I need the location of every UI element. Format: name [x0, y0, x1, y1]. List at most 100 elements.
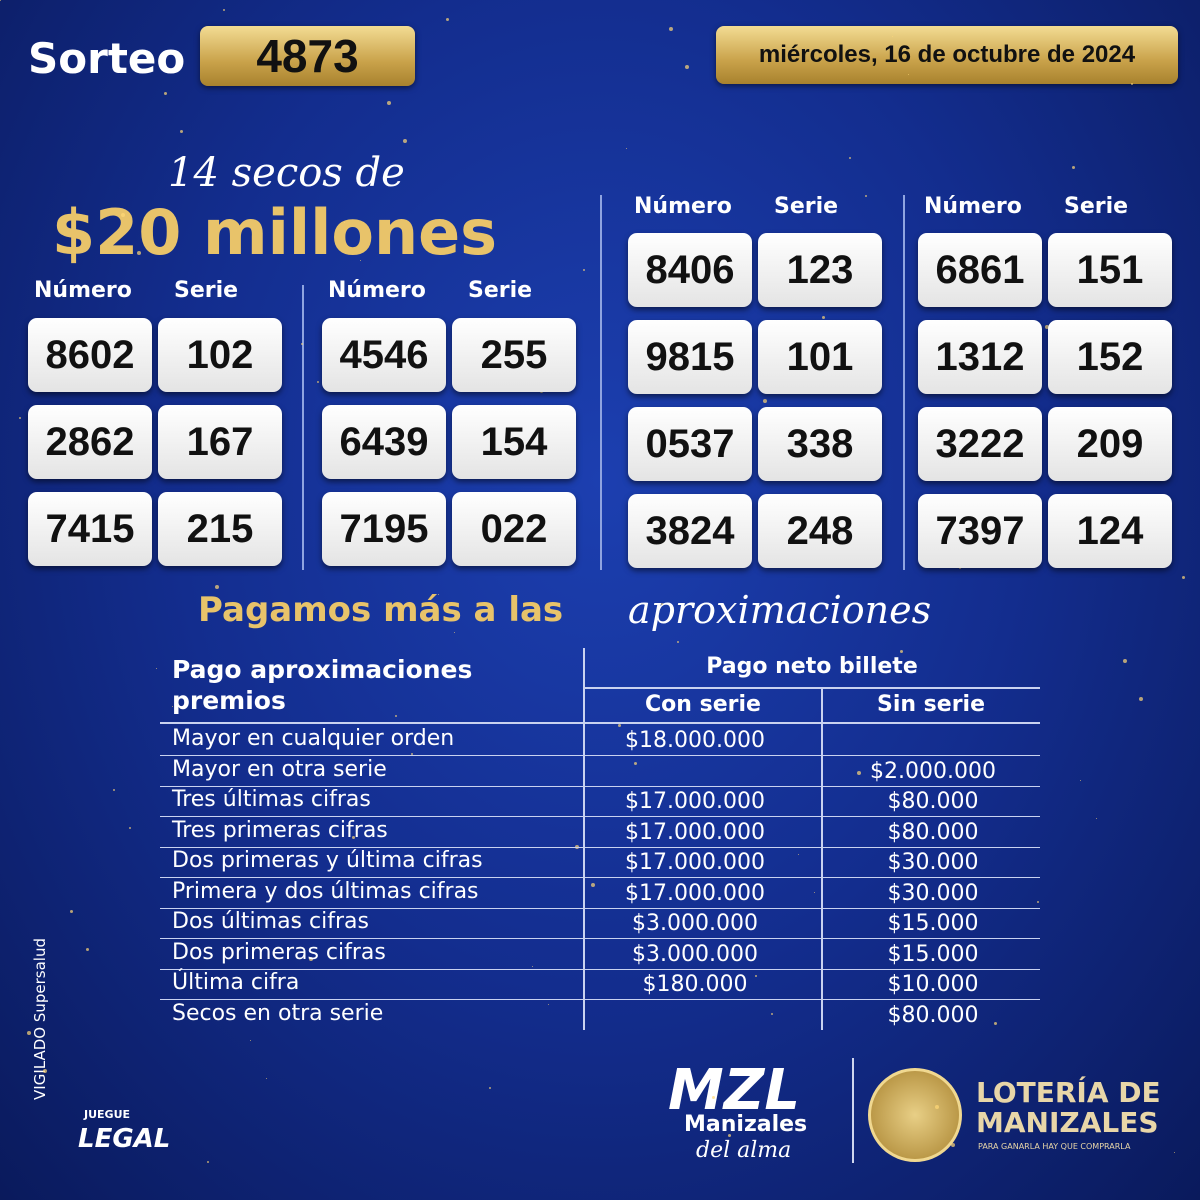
- star: [1174, 1152, 1175, 1153]
- star: [1131, 83, 1133, 85]
- star: [661, 603, 663, 605]
- row-line: [160, 755, 1040, 756]
- without-series-amount: $15.000: [887, 941, 979, 967]
- star: [164, 92, 167, 95]
- promo-amount: $20 millones: [52, 196, 498, 269]
- star: [0, 0, 1, 1]
- number-card: 2862: [28, 405, 152, 479]
- without-series-amount: $10.000: [887, 972, 979, 997]
- star: [865, 195, 867, 197]
- number-card: 9815: [628, 320, 752, 394]
- star: [798, 854, 799, 855]
- star: [172, 706, 173, 707]
- supervisor: VIGILADO Supersalud: [31, 938, 49, 1100]
- star: [1080, 780, 1081, 781]
- star: [344, 222, 345, 223]
- table-header-without: Sin serie: [876, 692, 986, 717]
- number-header: Número: [34, 278, 132, 303]
- series-card: 154: [452, 405, 576, 479]
- number-header: Número: [328, 278, 426, 303]
- star: [685, 65, 689, 69]
- star: [728, 1134, 731, 1137]
- star: [454, 632, 455, 633]
- star: [1045, 325, 1049, 329]
- with-series-amount: $18.000.000: [625, 728, 765, 753]
- star: [156, 668, 157, 669]
- star: [900, 650, 903, 653]
- star: [70, 910, 73, 913]
- star: [591, 883, 595, 887]
- star: [677, 641, 679, 643]
- star: [849, 157, 851, 159]
- star: [19, 417, 21, 419]
- star: [771, 1013, 773, 1015]
- prize-name: Dos últimas cifras: [172, 909, 369, 934]
- star: [403, 139, 407, 143]
- with-series-amount: $3.000.000: [632, 911, 758, 936]
- prize-name: Mayor en cualquier orden: [172, 726, 455, 751]
- star: [814, 892, 815, 893]
- legal-top: JUEGUE: [84, 1108, 131, 1121]
- series-card: 022: [452, 492, 576, 566]
- row-line: [160, 907, 1040, 909]
- star: [1123, 659, 1127, 663]
- row-line: [160, 968, 1040, 970]
- star: [223, 9, 225, 11]
- star: [317, 381, 319, 383]
- star: [1037, 901, 1039, 903]
- number-card: 6439: [322, 405, 446, 479]
- star: [994, 1022, 997, 1025]
- star: [1139, 697, 1143, 701]
- number-card: 3824: [628, 494, 752, 568]
- star: [446, 18, 449, 21]
- star: [301, 343, 303, 345]
- prize-name: Primera y dos últimas cifras: [172, 878, 479, 904]
- without-series-amount: $2.000.000: [870, 758, 996, 784]
- draw-label: Sorteo: [28, 34, 186, 83]
- number-header: Número: [924, 194, 1022, 219]
- star: [293, 919, 297, 923]
- series-card: 338: [758, 407, 882, 481]
- series-header: Serie: [774, 194, 839, 219]
- number-card: 6861: [918, 233, 1042, 307]
- draw-date: miércoles, 16 de octubre de 2024: [716, 26, 1178, 84]
- subtitle: Pagamos más a las: [198, 590, 564, 630]
- series-card: 151: [1048, 233, 1172, 307]
- star: [763, 399, 767, 403]
- star: [959, 567, 961, 569]
- row-line: [160, 846, 1040, 848]
- series-card: 123: [758, 233, 882, 307]
- star: [86, 948, 89, 951]
- with-series-amount: $17.000.000: [625, 880, 765, 906]
- star: [113, 789, 115, 791]
- star: [411, 753, 413, 755]
- lottery-name: MANIZALES: [976, 1106, 1159, 1139]
- number-card: 4546: [322, 318, 446, 392]
- star: [438, 594, 439, 595]
- lottery-top: LOTERÍA DE: [976, 1076, 1161, 1109]
- with-series-amount: $17.000.000: [625, 850, 765, 875]
- star: [532, 966, 533, 967]
- star: [266, 1078, 267, 1079]
- number-card: 8602: [28, 318, 152, 392]
- star: [489, 1087, 491, 1089]
- series-card: 167: [158, 405, 282, 479]
- table-header-with: Con serie: [645, 692, 761, 717]
- table-header-net: Pago neto billete: [706, 654, 918, 679]
- star: [892, 36, 893, 37]
- prize-name: Mayor en otra serie: [172, 756, 387, 782]
- with-series-amount: $3.000.000: [632, 941, 758, 967]
- star: [215, 585, 219, 589]
- star: [137, 251, 141, 255]
- star: [1096, 818, 1097, 819]
- brand: MZL: [668, 1058, 801, 1123]
- prize-name: Tres primeras cifras: [172, 817, 388, 843]
- promo-line1: 14 secos de: [168, 150, 405, 196]
- star: [250, 1040, 251, 1041]
- star: [309, 957, 313, 961]
- table-header-prize: Pago aproximaciones premios: [172, 655, 473, 715]
- star: [548, 1004, 549, 1005]
- series-header: Serie: [468, 278, 533, 303]
- star: [583, 269, 585, 271]
- star: [634, 762, 637, 765]
